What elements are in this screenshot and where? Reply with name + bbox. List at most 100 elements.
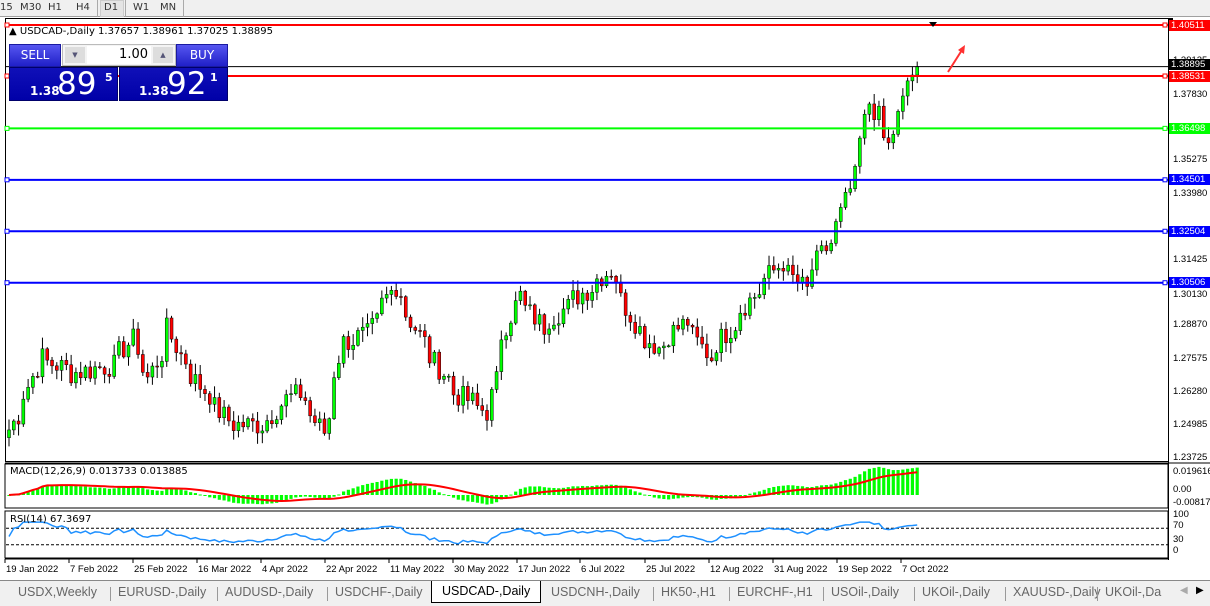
chart-tab[interactable]: EURCHF-,H1 bbox=[737, 585, 813, 599]
macd-histogram-bar bbox=[743, 495, 747, 496]
bullish-candle bbox=[117, 341, 121, 356]
bearish-candle bbox=[451, 375, 456, 396]
bearish-candle bbox=[174, 338, 179, 353]
bearish-candle bbox=[45, 348, 49, 361]
bearish-candle bbox=[217, 397, 222, 418]
macd-histogram-bar bbox=[294, 495, 298, 498]
chart-tab[interactable]: HK50-,H1 bbox=[661, 585, 716, 599]
macd-histogram-bar bbox=[146, 489, 150, 495]
macd-histogram-bar bbox=[829, 484, 833, 495]
bearish-candle bbox=[427, 336, 432, 364]
timeframe-MN[interactable]: MN bbox=[160, 2, 177, 13]
bearish-candle bbox=[16, 420, 21, 425]
macd-histogram-bar bbox=[428, 488, 432, 495]
current-price-label: 1.38895 bbox=[1169, 59, 1210, 70]
buy-button[interactable]: BUY bbox=[176, 44, 228, 67]
bearish-candle bbox=[88, 366, 93, 379]
bullish-candle bbox=[513, 300, 518, 324]
macd-histogram-bar bbox=[600, 485, 604, 495]
price-axis[interactable]: 1.391251.378301.352751.339801.314251.301… bbox=[1168, 18, 1210, 560]
timeframe-W1[interactable]: W1 bbox=[133, 2, 150, 13]
price-tick-label: 1.27575 bbox=[1173, 352, 1208, 364]
chart-tab[interactable]: USDX,Weekly bbox=[18, 585, 97, 599]
chart-tab[interactable]: AUDUSD-,Daily bbox=[225, 585, 314, 599]
macd-histogram-bar bbox=[365, 483, 370, 495]
macd-histogram-bar bbox=[337, 494, 341, 496]
bullish-candle bbox=[843, 192, 848, 208]
macd-histogram-bar bbox=[867, 468, 871, 495]
bearish-candle bbox=[614, 276, 618, 283]
bearish-candle bbox=[628, 315, 633, 323]
bullish-candle bbox=[838, 207, 843, 222]
macd-histogram-bar bbox=[69, 485, 73, 495]
macd-histogram-bar bbox=[906, 468, 910, 495]
chart-tab[interactable]: USDCNH-,Daily bbox=[551, 585, 640, 599]
volume-stepper[interactable]: ▼ 1.00 ▲ bbox=[62, 44, 176, 66]
price-chart[interactable] bbox=[5, 18, 1168, 462]
chart-tab[interactable]: UKOil-,Da bbox=[1105, 585, 1162, 599]
chart-tab[interactable]: XAUUSD-,Daily bbox=[1013, 585, 1101, 599]
bearish-candle bbox=[695, 326, 700, 338]
increase-volume-button[interactable]: ▲ bbox=[153, 47, 173, 63]
bullish-candle bbox=[337, 363, 341, 378]
macd-histogram-bar bbox=[212, 495, 217, 499]
chart-tab[interactable]: USDCAD-,Daily bbox=[431, 581, 542, 603]
bearish-candle bbox=[55, 365, 59, 371]
scroll-left-icon[interactable]: ◀ bbox=[1180, 585, 1188, 596]
macd-histogram-bar bbox=[614, 484, 618, 495]
buy-price-fraction: 1 bbox=[210, 71, 218, 84]
scroll-right-icon[interactable]: ▶ bbox=[1196, 585, 1204, 596]
bullish-candle bbox=[470, 392, 475, 401]
macd-histogram-bar bbox=[581, 485, 585, 495]
macd-histogram-bar bbox=[839, 481, 843, 495]
bearish-candle bbox=[676, 324, 680, 330]
sell-button[interactable]: SELL bbox=[9, 44, 61, 67]
timeframe-H4[interactable]: H4 bbox=[76, 2, 90, 13]
macd-histogram-bar bbox=[275, 495, 279, 503]
timeframe-D1[interactable]: D1 bbox=[104, 2, 119, 13]
macd-histogram-bar bbox=[346, 489, 350, 495]
chart-tab[interactable]: EURUSD-,Daily bbox=[118, 585, 207, 599]
macd-histogram-bar bbox=[160, 490, 164, 495]
bearish-candle bbox=[413, 327, 418, 331]
level-price-label: 1.32504 bbox=[1169, 225, 1210, 237]
bullish-candle bbox=[767, 265, 771, 279]
bearish-candle bbox=[155, 365, 159, 368]
sell-price[interactable]: 1.38 89 5 bbox=[9, 66, 118, 102]
bullish-candle bbox=[380, 297, 384, 315]
bearish-candle bbox=[227, 406, 231, 422]
bullish-candle bbox=[858, 137, 862, 167]
bearish-candle bbox=[231, 420, 236, 431]
timeframe-15[interactable]: 15 bbox=[0, 2, 13, 13]
macd-histogram-bar bbox=[136, 486, 140, 495]
buy-price[interactable]: 1.38 92 1 bbox=[119, 66, 228, 102]
tab-separator bbox=[823, 587, 824, 601]
macd-histogram-bar bbox=[122, 487, 126, 495]
bearish-candle bbox=[270, 420, 274, 425]
bullish-candle bbox=[131, 328, 136, 346]
bullish-candle bbox=[150, 365, 155, 378]
tab-separator bbox=[914, 587, 915, 601]
bullish-candle bbox=[566, 299, 571, 310]
timeframe-H1[interactable]: H1 bbox=[48, 2, 62, 13]
bullish-candle bbox=[193, 374, 198, 384]
chart-tab[interactable]: USOil-,Daily bbox=[831, 585, 900, 599]
bullish-candle bbox=[604, 275, 609, 287]
bearish-candle bbox=[466, 386, 470, 401]
bearish-candle bbox=[78, 372, 83, 379]
macd-histogram-bar bbox=[103, 488, 107, 495]
bullish-candle bbox=[26, 386, 30, 400]
timeframe-M30[interactable]: M30 bbox=[20, 2, 42, 13]
tab-separator bbox=[1097, 587, 1098, 601]
chart-tab[interactable]: UKOil-,Daily bbox=[922, 585, 991, 599]
macd-histogram-bar bbox=[174, 489, 178, 495]
bearish-candle bbox=[69, 364, 73, 384]
macd-histogram-bar bbox=[423, 485, 427, 495]
bullish-candle bbox=[112, 354, 116, 377]
bullish-candle bbox=[327, 418, 332, 434]
macd-histogram-bar bbox=[418, 484, 422, 495]
volume-input[interactable]: 1.00 bbox=[87, 46, 151, 64]
chart-tab[interactable]: USDCHF-,Daily bbox=[335, 585, 423, 599]
decrease-volume-button[interactable]: ▼ bbox=[65, 47, 85, 63]
macd-histogram-bar bbox=[843, 480, 848, 495]
